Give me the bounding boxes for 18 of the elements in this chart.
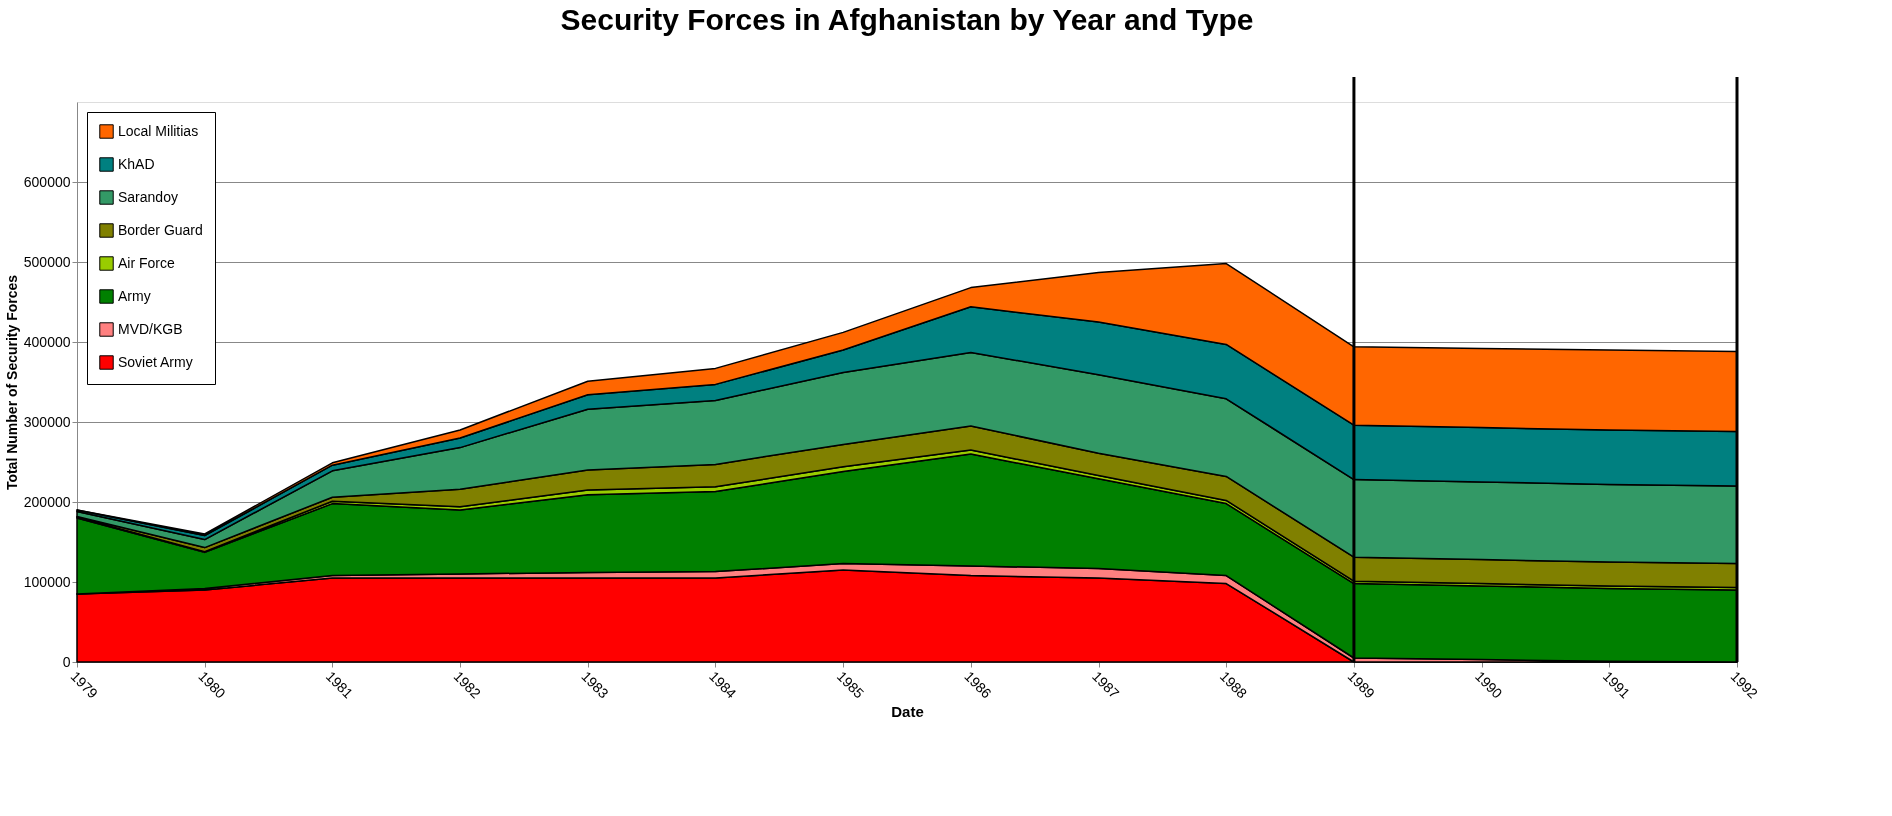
legend-label: Soviet Army xyxy=(118,353,193,370)
legend-label: Sarandoy xyxy=(118,188,178,205)
legend-label: KhAD xyxy=(118,155,155,172)
chart-title: Security Forces in Afghanistan by Year and Type xyxy=(560,2,1254,36)
legend-label: Local Militias xyxy=(118,122,199,139)
y-tick-label: 0 xyxy=(62,653,71,670)
y-tick-label: 500000 xyxy=(23,253,71,270)
y-axis-title: Total Number of Security Forces xyxy=(3,274,20,491)
y-tick-label: 300000 xyxy=(23,413,71,430)
legend-label: Air Force xyxy=(118,254,175,271)
legend-label: Army xyxy=(118,287,151,304)
y-tick-label: 600000 xyxy=(23,173,71,190)
x-axis-title: Date xyxy=(891,703,924,721)
y-tick-label: 400000 xyxy=(23,333,71,350)
legend-label: Border Guard xyxy=(118,221,203,238)
y-tick-label: 200000 xyxy=(23,493,71,510)
y-tick-label: 100000 xyxy=(23,573,71,590)
legend-label: MVD/KGB xyxy=(118,320,183,337)
